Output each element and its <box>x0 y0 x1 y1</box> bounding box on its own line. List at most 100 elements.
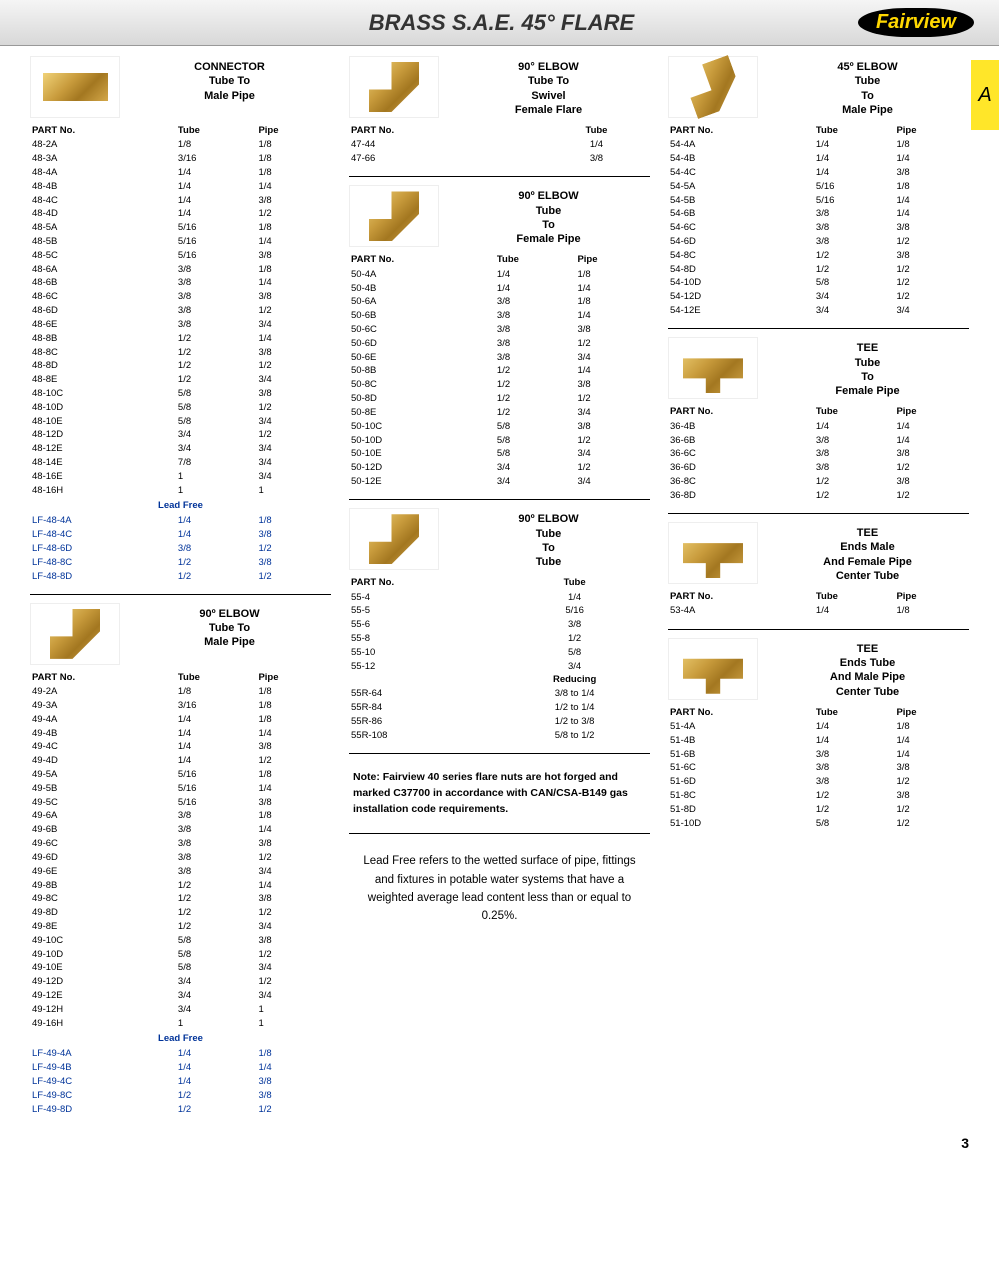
part-no: 50-12D <box>349 462 495 476</box>
section-36: TEETubeToFemale Pipe PART No.TubePipe 36… <box>668 337 969 503</box>
page-number: 3 <box>30 1135 969 1151</box>
tube-size: 1/4 <box>176 1062 257 1076</box>
part-no: 48-6B <box>30 277 176 291</box>
tube-size: 1 <box>176 484 257 498</box>
pipe-size: 1/4 <box>256 879 331 893</box>
pipe-size: 3/8 <box>894 249 969 263</box>
pipe-size: 3/8 <box>256 194 331 208</box>
part-no: 48-8E <box>30 374 176 388</box>
part-no: 36-6D <box>668 462 814 476</box>
pipe-size: 3/4 <box>256 962 331 976</box>
pipe-size: 1/4 <box>894 734 969 748</box>
pipe-size: 1/4 <box>894 208 969 222</box>
part-no: LF-48-8D <box>30 570 176 584</box>
tube-size: 3/8 <box>176 838 257 852</box>
part-no: 54-12E <box>668 305 814 319</box>
tube-size: 1/2 <box>814 790 895 804</box>
pipe-size: 1/2 <box>256 851 331 865</box>
pipe-size: 1/2 <box>575 434 650 448</box>
tube-size: 5/8 <box>814 817 895 831</box>
part-no: 48-6E <box>30 318 176 332</box>
part-no: 50-10D <box>349 434 495 448</box>
tube-size: 5/16 <box>176 249 257 263</box>
section-title: 90º ELBOWTubeToFemale Pipe <box>447 185 650 247</box>
pipe-size: 1/8 <box>256 810 331 824</box>
tube-size: 5/8 to 1/2 <box>499 729 650 743</box>
tube-size: 3/8 <box>176 291 257 305</box>
part-no: 48-6C <box>30 291 176 305</box>
tube-size: 1/4 <box>495 282 576 296</box>
pipe-size: 1/2 <box>894 776 969 790</box>
pipe-size: 3/8 <box>256 346 331 360</box>
pipe-size: 1/4 <box>894 194 969 208</box>
pipe-size: 3/8 <box>256 741 331 755</box>
part-no: 55-8 <box>349 633 499 647</box>
part-no: 36-6B <box>668 434 814 448</box>
part-no: 54-6B <box>668 208 814 222</box>
pipe-size: 1/4 <box>894 153 969 167</box>
section-title: TEEEnds TubeAnd Male PipeCenter Tube <box>766 638 969 700</box>
tube-size: 1/2 <box>176 332 257 346</box>
tube-size: 3/8 <box>543 153 650 167</box>
parts-table: PART No.TubePipe 48-2A1/81/848-3A3/161/8… <box>30 124 331 584</box>
part-no: 51-6C <box>668 762 814 776</box>
tube-size: 1/4 <box>176 727 257 741</box>
part-no: 50-10E <box>349 448 495 462</box>
part-no: 54-5A <box>668 180 814 194</box>
part-no: 48-10E <box>30 415 176 429</box>
tube-size: 5/8 <box>495 448 576 462</box>
part-no: LF-49-8C <box>30 1089 176 1103</box>
tube-size: 5/8 <box>495 420 576 434</box>
part-no: 55-6 <box>349 619 499 633</box>
tee-image <box>668 638 758 700</box>
pipe-size: 1/8 <box>256 166 331 180</box>
part-no: 48-2A <box>30 139 176 153</box>
part-no: LF-48-4A <box>30 515 176 529</box>
part-no: 48-16E <box>30 470 176 484</box>
pipe-size: 3/8 <box>256 1089 331 1103</box>
pipe-size: 3/8 <box>894 222 969 236</box>
pipe-size: 1 <box>256 1003 331 1017</box>
pipe-size: 3/4 <box>256 920 331 934</box>
part-no: 48-16H <box>30 484 176 498</box>
part-no: 48-12E <box>30 443 176 457</box>
part-no: 49-8C <box>30 893 176 907</box>
pipe-size: 3/8 <box>256 529 331 543</box>
part-no: 55R-86 <box>349 715 499 729</box>
tube-size: 3/8 <box>814 434 895 448</box>
tube-size: 5/8 <box>499 646 650 660</box>
tube-size: 5/16 <box>176 222 257 236</box>
tube-size: 3/4 <box>176 976 257 990</box>
tube-size: 1/2 <box>495 406 576 420</box>
pipe-size: 3/4 <box>256 318 331 332</box>
tube-size: 1/2 <box>176 1089 257 1103</box>
part-no: 49-4D <box>30 755 176 769</box>
part-no: 49-8B <box>30 879 176 893</box>
pipe-size: 1/8 <box>256 1048 331 1062</box>
pipe-size: 3/8 <box>894 166 969 180</box>
note-text: Note: Fairview 40 series flare nuts are … <box>349 762 650 825</box>
pipe-size: 1/2 <box>894 817 969 831</box>
pipe-size: 1/8 <box>256 699 331 713</box>
pipe-size: 1/8 <box>894 139 969 153</box>
pipe-size: 1 <box>256 1017 331 1031</box>
tube-size: 1/4 <box>543 139 650 153</box>
tube-size: 3/8 <box>814 222 895 236</box>
part-no: 48-6A <box>30 263 176 277</box>
part-no: 49-6C <box>30 838 176 852</box>
part-no: 51-10D <box>668 817 814 831</box>
part-no: 48-8C <box>30 346 176 360</box>
pipe-size: 1/2 <box>575 337 650 351</box>
part-no: 49-12E <box>30 990 176 1004</box>
pipe-size: 1/2 <box>575 393 650 407</box>
pipe-size: 1/2 <box>256 948 331 962</box>
pipe-size: 3/4 <box>575 351 650 365</box>
pipe-size: 3/8 <box>575 379 650 393</box>
part-no: 55-4 <box>349 591 499 605</box>
tube-size: 1/4 <box>814 734 895 748</box>
section-49: 90º ELBOWTube ToMale Pipe PART No.TubePi… <box>30 603 331 1117</box>
part-no: 47-44 <box>349 139 543 153</box>
page-title: BRASS S.A.E. 45° FLARE <box>145 10 858 36</box>
pipe-size: 3/8 <box>894 790 969 804</box>
part-no: 49-8D <box>30 907 176 921</box>
